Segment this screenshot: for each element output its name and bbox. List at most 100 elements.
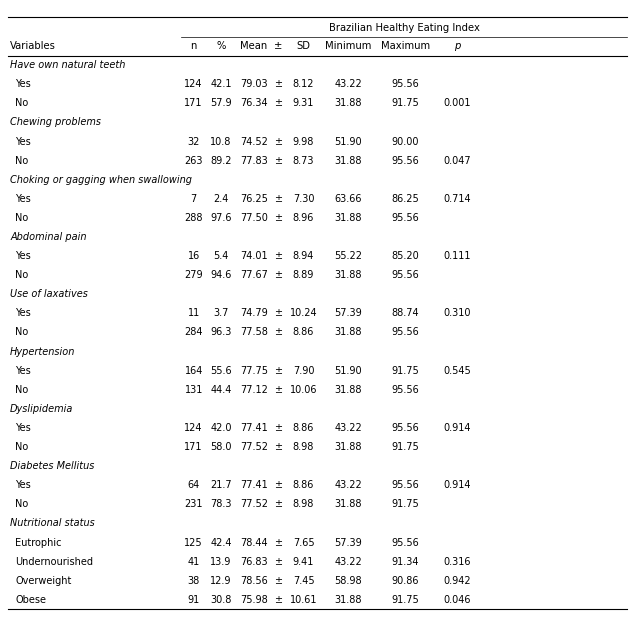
Text: 30.8: 30.8 [210, 595, 232, 605]
Text: 171: 171 [184, 442, 203, 452]
Text: 77.75: 77.75 [240, 366, 268, 376]
Text: ±: ± [274, 480, 282, 490]
Text: 7.90: 7.90 [293, 366, 314, 376]
Text: 55.22: 55.22 [334, 251, 362, 261]
Text: 91.75: 91.75 [391, 366, 419, 376]
Text: 91.34: 91.34 [391, 557, 419, 567]
Text: 77.41: 77.41 [240, 480, 268, 490]
Text: Hypertension: Hypertension [10, 346, 76, 356]
Text: 95.56: 95.56 [391, 327, 419, 338]
Text: 7.30: 7.30 [293, 194, 314, 204]
Text: No: No [15, 385, 29, 395]
Text: 91.75: 91.75 [391, 499, 419, 509]
Text: 41: 41 [187, 557, 200, 567]
Text: 90.86: 90.86 [391, 576, 419, 586]
Text: 7.65: 7.65 [293, 537, 314, 547]
Text: ±: ± [274, 327, 282, 338]
Text: 77.41: 77.41 [240, 423, 268, 433]
Text: 8.96: 8.96 [293, 213, 314, 223]
Text: 279: 279 [184, 270, 203, 280]
Text: 95.56: 95.56 [391, 270, 419, 280]
Text: 94.6: 94.6 [210, 270, 232, 280]
Text: 8.94: 8.94 [293, 251, 314, 261]
Text: ±: ± [274, 557, 282, 567]
Text: ±: ± [274, 213, 282, 223]
Text: 91.75: 91.75 [391, 442, 419, 452]
Text: 31.88: 31.88 [334, 98, 362, 108]
Text: 16: 16 [187, 251, 200, 261]
Text: SD: SD [297, 41, 311, 51]
Text: ±: ± [274, 442, 282, 452]
Text: ±: ± [274, 194, 282, 204]
Text: 9.98: 9.98 [293, 137, 314, 147]
Text: 89.2: 89.2 [210, 156, 232, 165]
Text: 31.88: 31.88 [334, 327, 362, 338]
Text: 96.3: 96.3 [210, 327, 232, 338]
Text: n: n [190, 41, 197, 51]
Text: Choking or gagging when swallowing: Choking or gagging when swallowing [10, 175, 192, 185]
Text: 3.7: 3.7 [213, 309, 229, 318]
Text: 0.310: 0.310 [443, 309, 471, 318]
Text: ±: ± [274, 576, 282, 586]
Text: 31.88: 31.88 [334, 499, 362, 509]
Text: p: p [454, 41, 460, 51]
Text: 76.83: 76.83 [240, 557, 268, 567]
Text: Dyslipidemia: Dyslipidemia [10, 404, 74, 414]
Text: 77.52: 77.52 [240, 499, 268, 509]
Text: 55.6: 55.6 [210, 366, 232, 376]
Text: 8.89: 8.89 [293, 270, 314, 280]
Text: No: No [15, 156, 29, 165]
Text: 76.34: 76.34 [240, 98, 268, 108]
Text: Diabetes Mellitus: Diabetes Mellitus [10, 461, 95, 471]
Text: 91.75: 91.75 [391, 595, 419, 605]
Text: 21.7: 21.7 [210, 480, 232, 490]
Text: 8.86: 8.86 [293, 480, 314, 490]
Text: ±: ± [274, 595, 282, 605]
Text: ±: ± [274, 270, 282, 280]
Text: 171: 171 [184, 98, 203, 108]
Text: 91.75: 91.75 [391, 98, 419, 108]
Text: ±: ± [274, 137, 282, 147]
Text: ±: ± [274, 385, 282, 395]
Text: 131: 131 [185, 385, 203, 395]
Text: 91: 91 [187, 595, 200, 605]
Text: 31.88: 31.88 [334, 270, 362, 280]
Text: No: No [15, 98, 29, 108]
Text: ±: ± [274, 366, 282, 376]
Text: 7.45: 7.45 [293, 576, 314, 586]
Text: 9.41: 9.41 [293, 557, 314, 567]
Text: 13.9: 13.9 [210, 557, 232, 567]
Text: 263: 263 [184, 156, 203, 165]
Text: No: No [15, 213, 29, 223]
Text: No: No [15, 499, 29, 509]
Text: Yes: Yes [15, 251, 31, 261]
Text: Maximum: Maximum [380, 41, 430, 51]
Text: 31.88: 31.88 [334, 385, 362, 395]
Text: 95.56: 95.56 [391, 213, 419, 223]
Text: 58.0: 58.0 [210, 442, 232, 452]
Text: Mean: Mean [241, 41, 267, 51]
Text: 95.56: 95.56 [391, 537, 419, 547]
Text: 231: 231 [184, 499, 203, 509]
Text: ±: ± [274, 98, 282, 108]
Text: 42.4: 42.4 [210, 537, 232, 547]
Text: Have own natural teeth: Have own natural teeth [10, 60, 126, 70]
Text: Yes: Yes [15, 366, 31, 376]
Text: 8.98: 8.98 [293, 442, 314, 452]
Text: 78.56: 78.56 [240, 576, 268, 586]
Text: 77.58: 77.58 [240, 327, 268, 338]
Text: 78.3: 78.3 [210, 499, 232, 509]
Text: Variables: Variables [10, 41, 56, 51]
Text: ±: ± [274, 41, 283, 51]
Text: ±: ± [274, 251, 282, 261]
Text: 8.12: 8.12 [293, 79, 314, 89]
Text: 8.86: 8.86 [293, 327, 314, 338]
Text: 31.88: 31.88 [334, 213, 362, 223]
Text: 76.25: 76.25 [240, 194, 268, 204]
Text: 43.22: 43.22 [334, 557, 362, 567]
Text: 77.52: 77.52 [240, 442, 268, 452]
Text: 77.67: 77.67 [240, 270, 268, 280]
Text: Chewing problems: Chewing problems [10, 118, 101, 128]
Text: 77.83: 77.83 [240, 156, 268, 165]
Text: 78.44: 78.44 [240, 537, 268, 547]
